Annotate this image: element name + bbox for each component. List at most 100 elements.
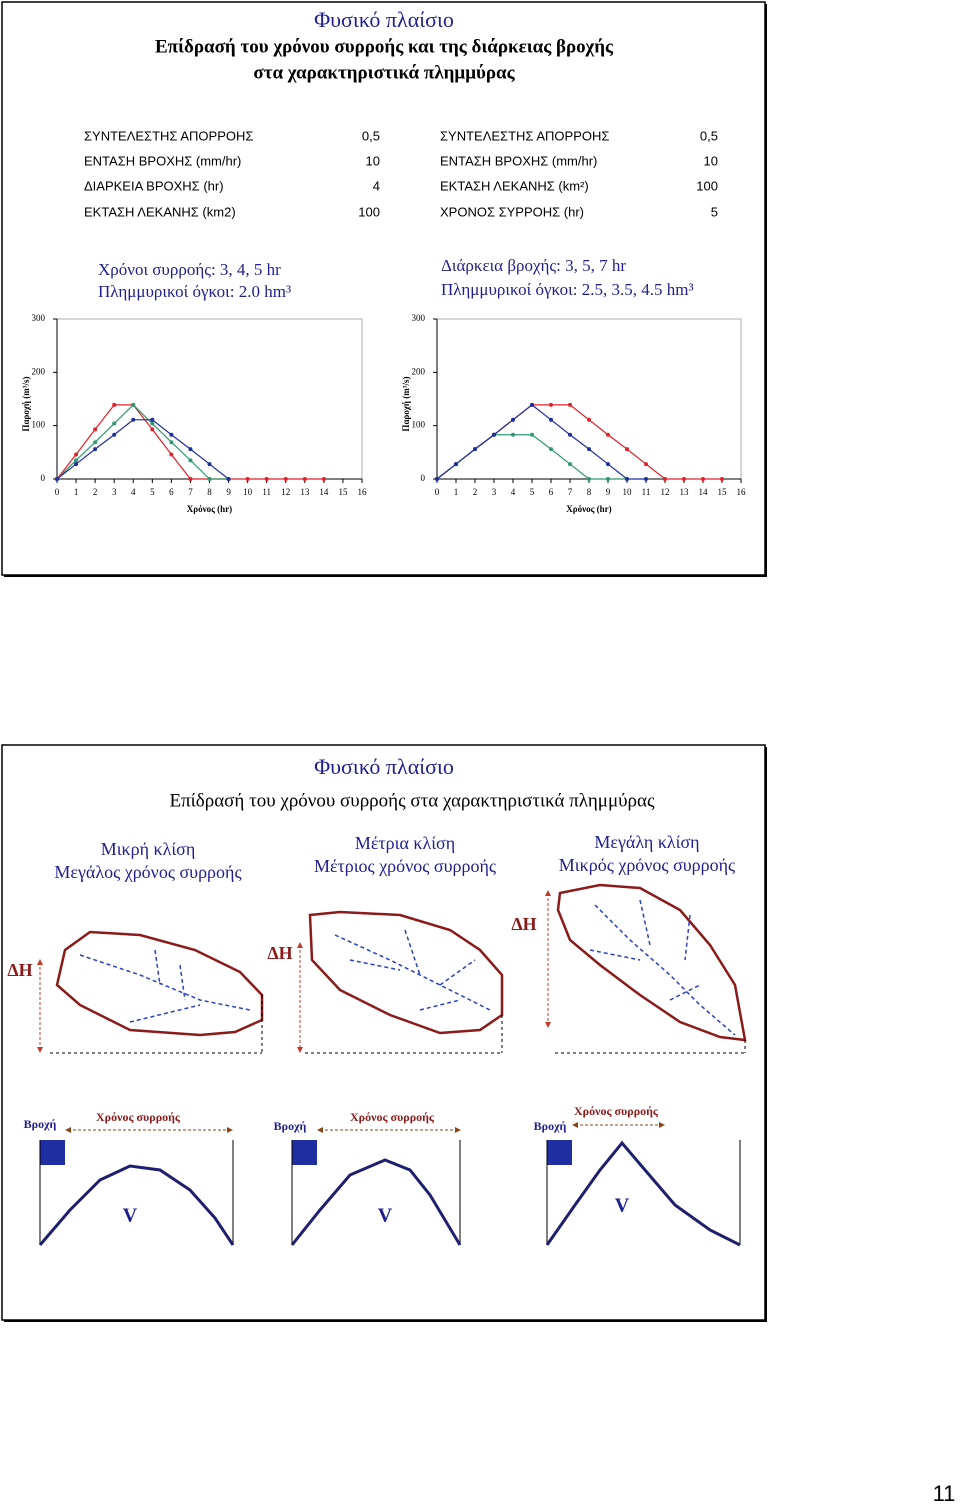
axes (546, 1140, 741, 1245)
chart-title: Διάρκεια βροχής: 3, 5, 7 hr (441, 256, 626, 275)
chart-subtitle: Πλημμυρικοί όγκοι: 2.5, 3.5, 4.5 hm³ (441, 280, 694, 299)
data-point (150, 421, 155, 426)
data-point (283, 477, 288, 481)
data-point (568, 432, 572, 437)
data-point (682, 477, 686, 481)
x-tick-label: 6 (169, 487, 174, 497)
data-point (606, 432, 610, 437)
rain-label: Βροχή (24, 1117, 57, 1131)
streams (79, 949, 251, 1023)
data-point (568, 462, 572, 467)
data-point (131, 402, 136, 407)
x-tick-label: 4 (511, 487, 516, 497)
x-tick-label: 15 (338, 487, 348, 497)
data-point (720, 477, 724, 481)
param-label: ΕΝΤΑΣΗ ΒΡΟΧΗΣ (mm/hr) (84, 153, 241, 168)
x-tick-label: 12 (661, 487, 670, 497)
y-tick-label: 100 (32, 420, 46, 430)
param-label: ΣΥΝΤΕΛΕΣΤΗΣ ΑΠΟΡΡΟΗΣ (84, 128, 253, 143)
panel-time: Μικρός χρόνος συρροής (559, 855, 735, 875)
data-point (93, 447, 98, 452)
x-tick-label: 15 (718, 487, 728, 497)
x-tick-label: 14 (699, 487, 709, 497)
concentration-label: Χρόνος συρροής (96, 1110, 181, 1124)
panel-slope: Μεγάλη κλίση (594, 832, 699, 852)
series-line (56, 404, 229, 480)
page-number: 11 (933, 1481, 956, 1506)
x-tick-label: 0 (435, 487, 440, 497)
x-tick-label: 2 (93, 487, 98, 497)
data-point (568, 402, 572, 407)
x-tick-label: 3 (492, 487, 497, 497)
panel-time: Μέτριος χρόνος συρροής (314, 856, 496, 876)
x-tick-label: 1 (74, 487, 79, 497)
param-label: ΕΝΤΑΣΗ ΒΡΟΧΗΣ (mm/hr) (440, 153, 597, 168)
data-point (55, 477, 59, 481)
x-tick-label: 4 (131, 487, 136, 497)
data-point (169, 432, 174, 437)
x-tick-label: 8 (207, 487, 212, 497)
data-point (207, 462, 212, 467)
data-point (549, 417, 553, 422)
slide-title: Φυσικό πλαίσιο (314, 7, 454, 32)
series-line (436, 404, 646, 480)
data-point (454, 462, 458, 467)
data-point (188, 477, 193, 481)
data-point (93, 427, 98, 432)
data-point (93, 440, 98, 445)
streams (589, 899, 736, 1036)
param-value: 10 (366, 153, 380, 168)
data-point (511, 432, 515, 437)
x-tick-label: 9 (606, 487, 611, 497)
chart-subtitle: Πλημμυρικοί όγκοι: 2.0 hm³ (98, 282, 291, 301)
x-tick-label: 13 (680, 487, 690, 497)
x-axis-title: Χρόνος (hr) (566, 504, 611, 514)
hydrograph-diagrams (38, 1122, 741, 1247)
data-point (435, 477, 439, 481)
y-tick-label: 200 (32, 366, 46, 376)
hydrograph (545, 1140, 741, 1247)
streams (334, 929, 491, 1011)
y-axis-title: Παροχή (m³/s) (401, 377, 411, 432)
x-tick-label: 8 (587, 487, 592, 497)
data-point (530, 402, 534, 407)
data-point (492, 432, 496, 437)
data-point (150, 417, 155, 422)
data-point (264, 477, 269, 481)
y-axis-title: Παροχή (m³/s) (21, 377, 31, 432)
concentration-label: Χρόνος συρροής (574, 1104, 659, 1118)
x-tick-label: 7 (568, 487, 573, 497)
slide-title: Φυσικό πλαίσιο (314, 754, 454, 779)
data-point (587, 417, 591, 422)
param-value: 5 (711, 204, 718, 219)
data-point (549, 402, 553, 407)
datum-lines (50, 995, 263, 1054)
data-point (625, 447, 629, 452)
x-tick-label: 9 (226, 487, 231, 497)
data-point (74, 462, 79, 467)
x-tick-label: 10 (623, 487, 633, 497)
data-point (74, 458, 79, 463)
data-point (321, 477, 326, 481)
x-tick-label: 6 (549, 487, 554, 497)
data-point (112, 402, 117, 407)
data-point (606, 477, 610, 481)
data-point (188, 447, 193, 452)
axes (291, 1140, 461, 1245)
chart-title: Χρόνοι συρροής: 3, 4, 5 hr (98, 260, 281, 279)
height-label: ΔΗ (7, 960, 32, 980)
data-point (663, 477, 667, 481)
volume-label: V (378, 1205, 393, 1227)
x-tick-label: 2 (473, 487, 478, 497)
x-tick-label: 5 (150, 487, 155, 497)
x-tick-label: 14 (319, 487, 329, 497)
param-value: 100 (358, 204, 380, 219)
x-tick-label: 16 (737, 487, 747, 497)
data-point (587, 477, 591, 481)
series-line (56, 419, 229, 480)
data-point (112, 421, 117, 426)
param-label: ΕΚΤΑΣΗ ΛΕΚΑΝΗΣ (km²) (440, 178, 589, 193)
data-point (131, 417, 136, 422)
axes (39, 1140, 234, 1245)
